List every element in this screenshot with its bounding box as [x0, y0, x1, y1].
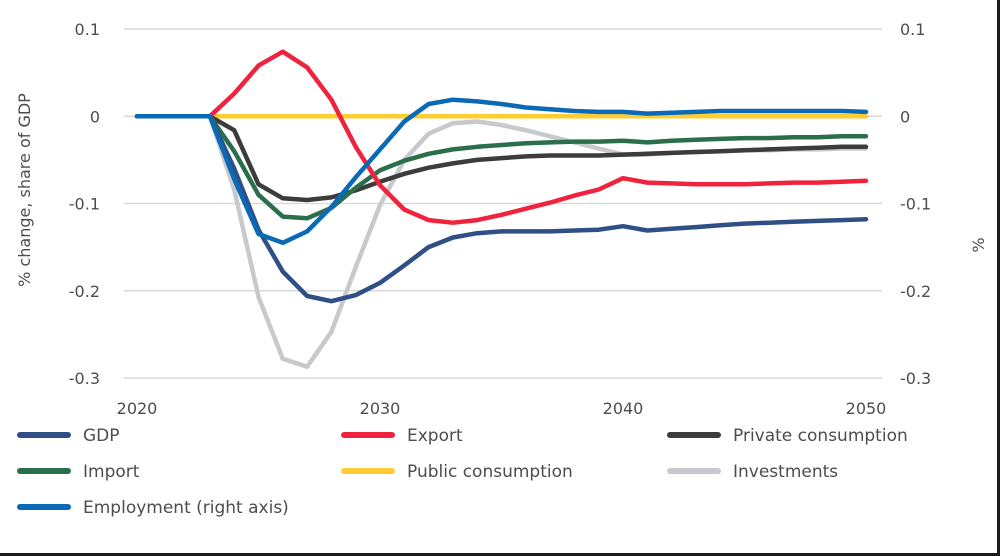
x-tick-label: 2020	[117, 399, 158, 418]
legend-item: Employment (right axis)	[17, 498, 289, 518]
legend-label: GDP	[83, 426, 120, 446]
y-tick-label-right: 0	[900, 107, 910, 126]
right-y-axis-title: %	[969, 237, 988, 252]
legend-item: Public consumption	[341, 462, 573, 482]
y-tick-label-right: 0.1	[900, 20, 925, 39]
series-line-export	[134, 49, 869, 225]
x-tick-label: 2050	[846, 399, 887, 418]
series-line-import	[134, 114, 869, 221]
legend-item: Investments	[667, 462, 838, 482]
legend-label: Employment (right axis)	[83, 498, 289, 518]
series-line-employment-right-axis	[134, 97, 869, 246]
series-lines	[134, 49, 869, 369]
legend-label: Import	[83, 462, 140, 482]
legend-label: Public consumption	[407, 462, 573, 482]
series-line-private-consumption	[134, 114, 869, 203]
y-tick-label-right: -0.3	[900, 369, 931, 388]
x-tick-label: 2040	[603, 399, 644, 418]
y-tick-label: -0.3	[69, 369, 100, 388]
legend-item: Export	[341, 426, 463, 446]
x-axis: 2020 2030 2040 2050	[117, 399, 887, 418]
legend-item: GDP	[17, 426, 120, 446]
y-tick-label-right: -0.2	[900, 282, 931, 301]
legend-label: Export	[407, 426, 463, 446]
legend-label: Investments	[733, 462, 838, 482]
right-y-axis: 0.1 0 -0.1 -0.2 -0.3	[900, 20, 931, 388]
left-y-axis-title: % change, share of GDP	[15, 93, 34, 287]
y-tick-label: -0.1	[69, 195, 100, 214]
legend-item: Private consumption	[667, 426, 908, 446]
legend: GDP Export Private consumption Import Public…	[17, 426, 908, 518]
y-tick-label-right: -0.1	[900, 195, 931, 214]
legend-label: Private consumption	[733, 426, 908, 446]
left-y-axis: 0.1 0 -0.1 -0.2 -0.3	[69, 20, 100, 388]
x-tick-label: 2030	[360, 399, 401, 418]
y-tick-label: 0.1	[75, 20, 100, 39]
y-tick-label: 0	[90, 107, 100, 126]
legend-item: Import	[17, 462, 140, 482]
y-tick-label: -0.2	[69, 282, 100, 301]
